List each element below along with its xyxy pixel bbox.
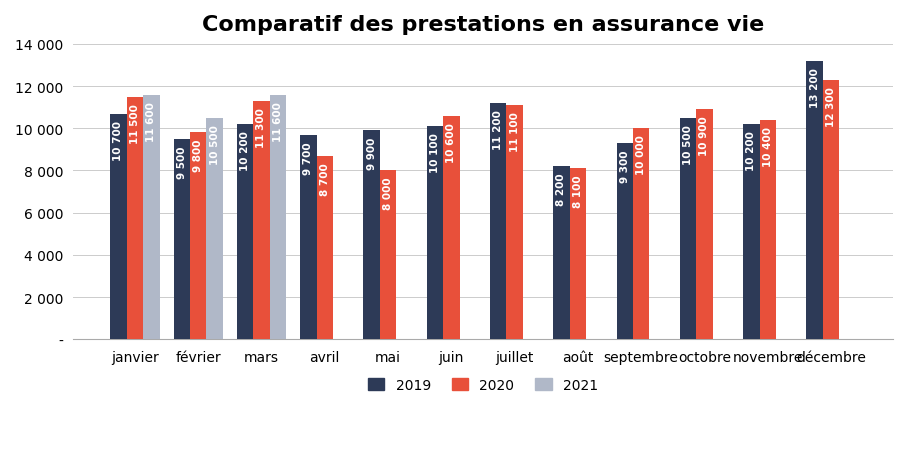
Bar [743, 125, 759, 339]
Text: 10 900: 10 900 [699, 116, 709, 156]
Bar [237, 125, 253, 339]
Bar [490, 104, 507, 339]
Text: 10 100: 10 100 [429, 133, 439, 173]
Text: 9 700: 9 700 [303, 142, 313, 174]
Title: Comparatif des prestations en assurance vie: Comparatif des prestations en assurance … [202, 15, 765, 35]
Text: 8 100: 8 100 [573, 175, 583, 208]
Bar [553, 167, 569, 339]
Text: 9 500: 9 500 [177, 146, 187, 178]
Text: 10 600: 10 600 [447, 123, 457, 163]
Text: 9 800: 9 800 [193, 139, 203, 172]
Text: 10 700: 10 700 [114, 120, 123, 161]
Text: 12 300: 12 300 [826, 87, 836, 127]
Bar [569, 169, 587, 339]
Text: 8 200: 8 200 [557, 173, 567, 206]
Bar [363, 131, 380, 339]
Text: 11 500: 11 500 [130, 104, 140, 144]
Bar [110, 114, 127, 339]
Bar [127, 97, 143, 339]
Text: 11 600: 11 600 [146, 101, 156, 141]
Bar [270, 95, 286, 339]
Text: 11 100: 11 100 [509, 112, 519, 152]
Bar [190, 133, 206, 339]
Bar [759, 120, 776, 339]
Bar [507, 106, 523, 339]
Bar [443, 116, 459, 339]
Bar [696, 110, 713, 339]
Text: 10 400: 10 400 [763, 127, 773, 167]
Bar [680, 119, 696, 339]
Text: 8 700: 8 700 [320, 163, 330, 195]
Text: 10 500: 10 500 [683, 125, 693, 164]
Bar [427, 127, 443, 339]
Bar [143, 95, 160, 339]
Bar [806, 62, 823, 339]
Text: 8 000: 8 000 [383, 177, 393, 210]
Bar [317, 156, 333, 339]
Bar [380, 171, 396, 339]
Text: 10 200: 10 200 [240, 131, 250, 171]
Text: 10 500: 10 500 [210, 125, 220, 164]
Bar [206, 119, 222, 339]
Text: 10 200: 10 200 [746, 131, 756, 171]
Legend: 2019, 2020, 2021: 2019, 2020, 2021 [362, 372, 604, 397]
Text: 11 300: 11 300 [256, 108, 266, 148]
Text: 10 000: 10 000 [637, 135, 646, 175]
Text: 11 200: 11 200 [493, 110, 503, 150]
Text: 9 300: 9 300 [620, 150, 630, 182]
Text: 9 900: 9 900 [367, 138, 377, 170]
Bar [823, 81, 839, 339]
Bar [301, 135, 317, 339]
Bar [253, 101, 270, 339]
Text: 13 200: 13 200 [810, 68, 820, 108]
Bar [173, 139, 190, 339]
Text: 11 600: 11 600 [273, 101, 283, 141]
Bar [617, 144, 633, 339]
Bar [633, 129, 649, 339]
